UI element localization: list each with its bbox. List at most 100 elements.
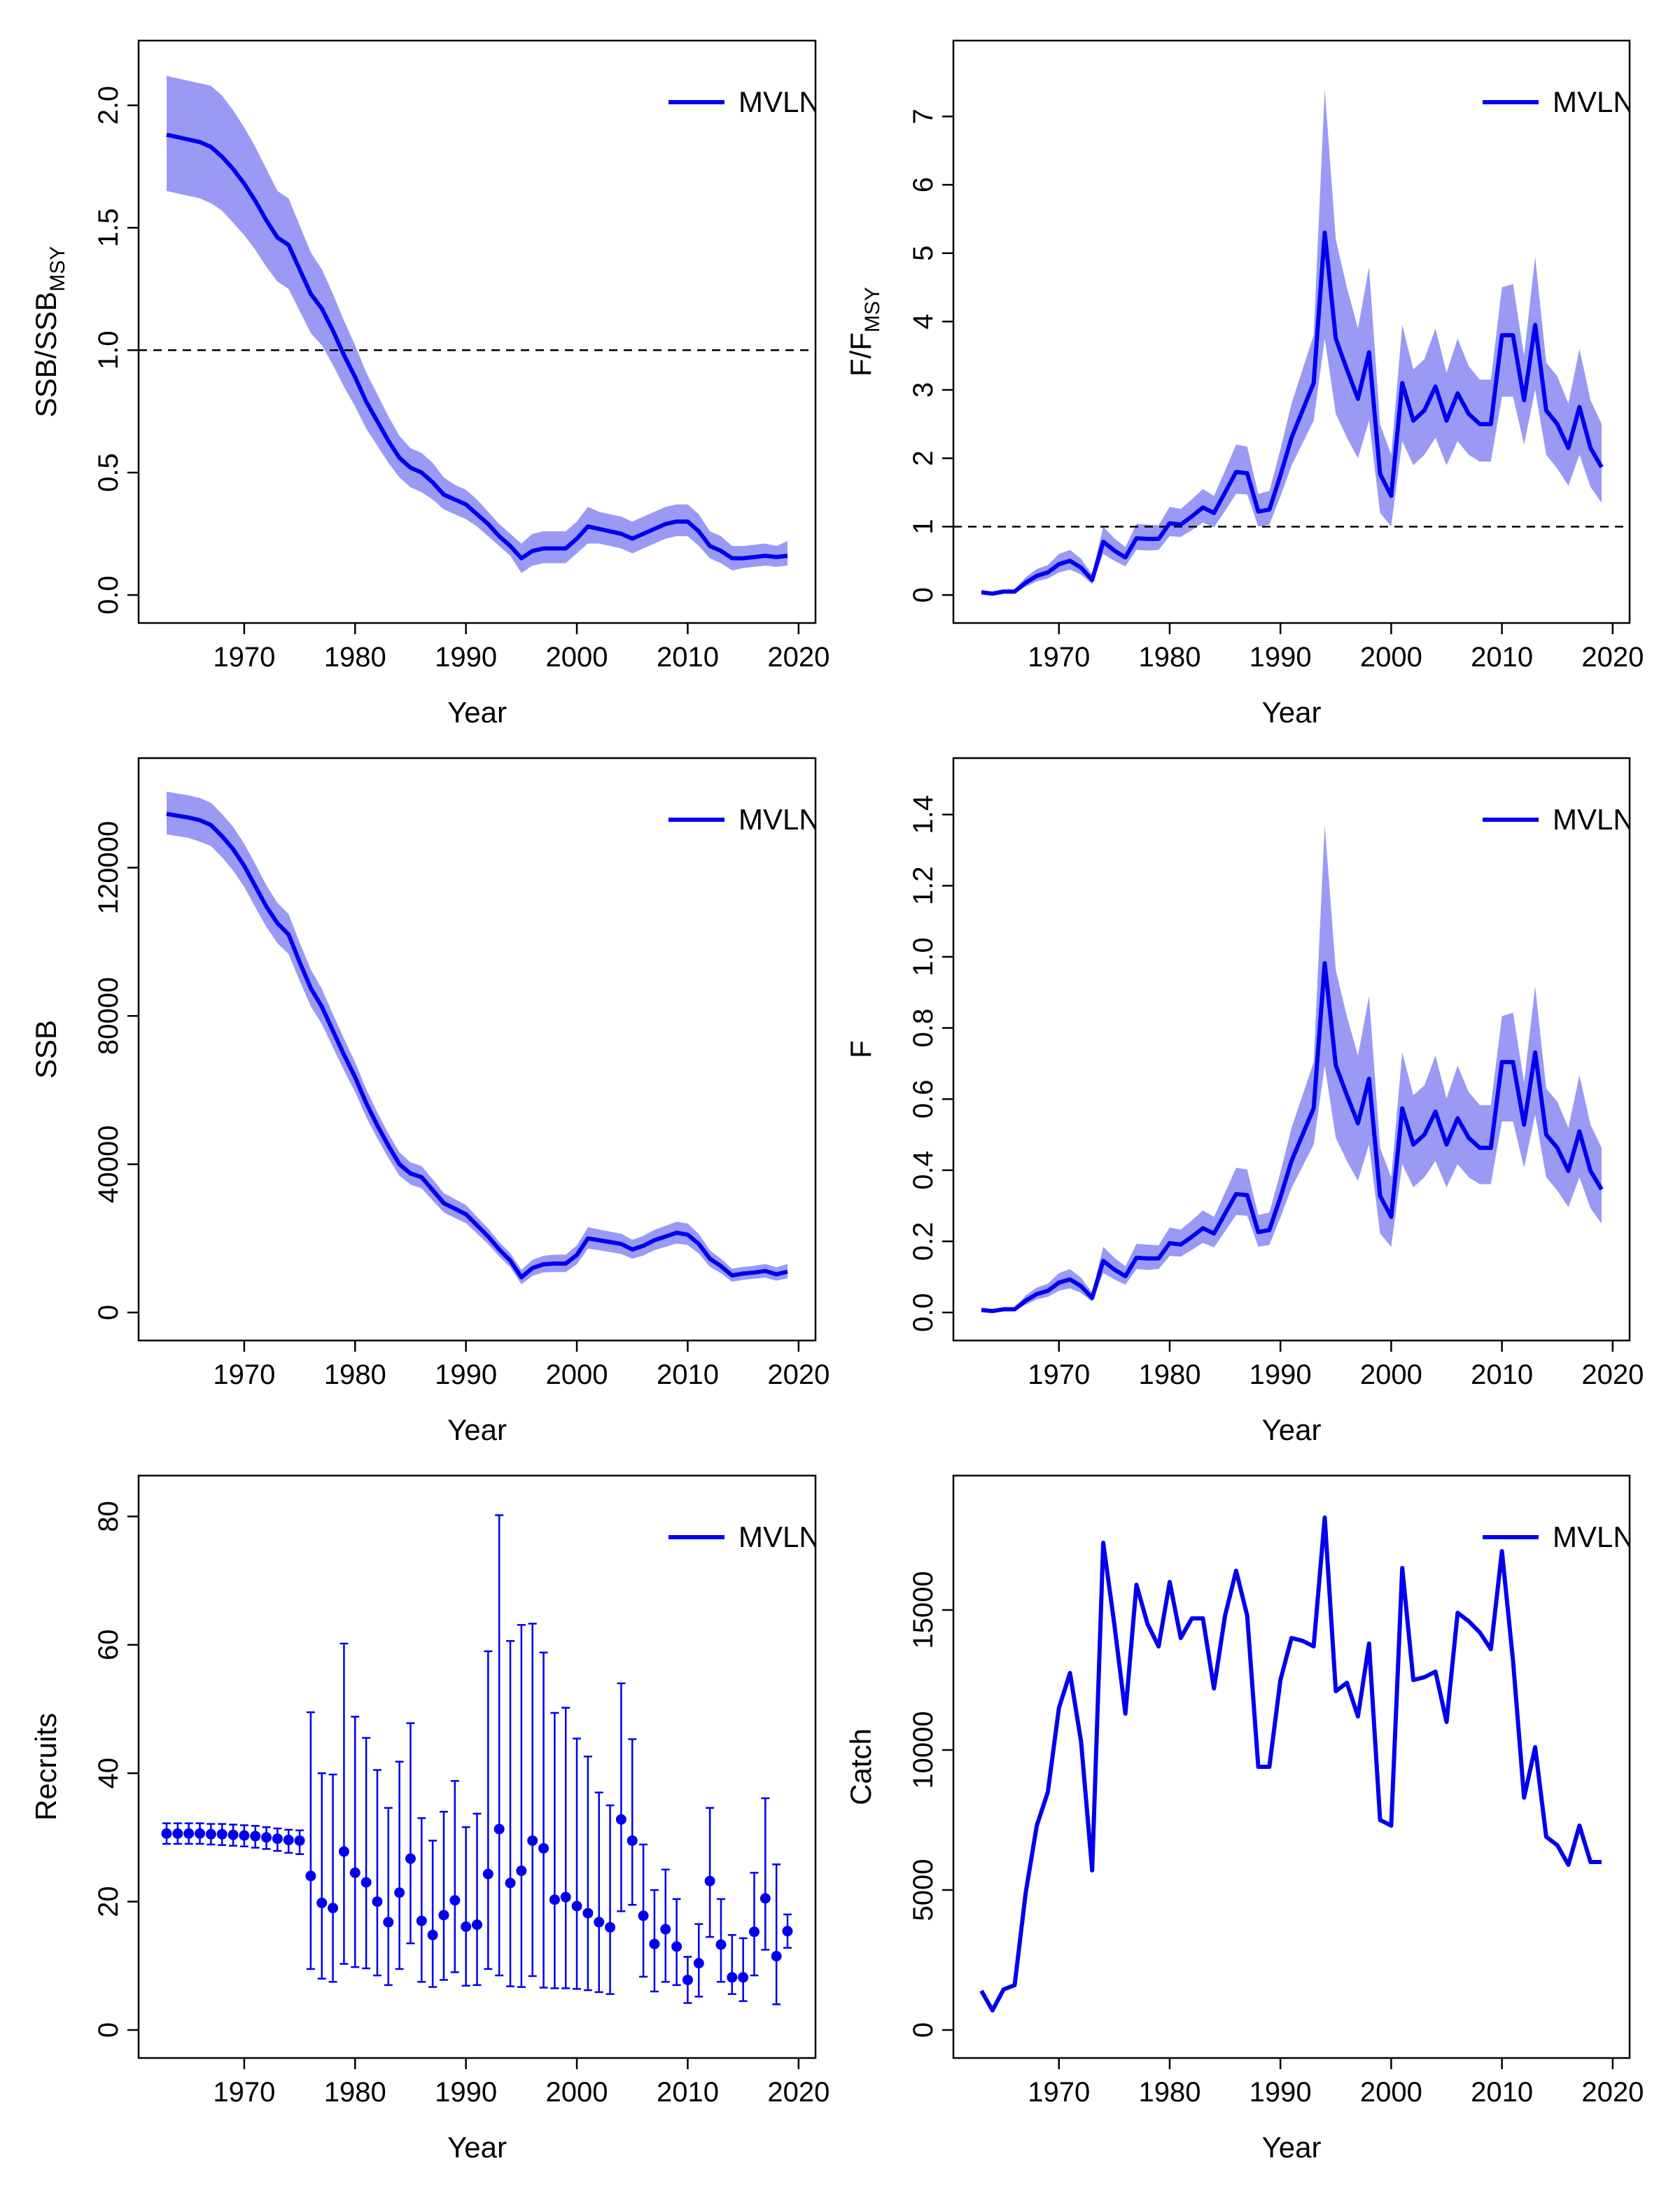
recruit-point: [250, 1825, 261, 1849]
x-tick-label: 1980: [1138, 642, 1200, 673]
data-point: [538, 1842, 550, 1854]
confidence-band: [167, 76, 788, 573]
data-point: [227, 1829, 239, 1840]
data-point: [516, 1865, 527, 1877]
recruit-point: [527, 1623, 538, 1977]
x-axis-label: Year: [1262, 2131, 1322, 2164]
y-tick-label: 0: [93, 2022, 124, 2038]
y-tick-label: 0: [93, 1305, 124, 1320]
y-axis-label-main: Recruits: [29, 1713, 62, 1821]
data-point: [461, 1921, 472, 1932]
x-axis-label: Year: [447, 2131, 507, 2164]
y-axis-label-main: F/F: [844, 332, 877, 377]
y-tick-label: 3: [908, 382, 939, 398]
panel-1: 1970 1980 1990 2000 2010 2020 0.0 0.5 1.0 1.5 2.0 Y…: [29, 39, 830, 729]
y-tick-label: 0.6: [908, 1079, 939, 1119]
recruit-point: [582, 1756, 594, 1991]
data-point: [738, 1972, 749, 1983]
data-point: [660, 1924, 671, 1935]
y-tick-label: 80: [93, 1501, 124, 1532]
y-tick-label: 40: [93, 1758, 124, 1789]
x-tick-label: 1970: [213, 1359, 275, 1390]
recruit-point: [649, 1889, 660, 1993]
y-tick-label: 0.8: [908, 1009, 939, 1048]
recruit-point: [305, 1711, 316, 1970]
recruit-point: [372, 1769, 383, 1977]
recruit-point: [472, 1812, 482, 1987]
x-axis-label: Year: [447, 1413, 507, 1446]
x-tick-label: 1970: [213, 2077, 275, 2108]
legend: MVLN: [1483, 85, 1630, 118]
series-line: [981, 230, 1604, 596]
y-tick-label: 1: [908, 519, 939, 534]
x-tick-label: 1980: [1138, 2077, 1200, 2108]
recruit-point: [349, 1716, 360, 1968]
data-point: [715, 1939, 727, 1950]
x-tick-label: 2010: [1471, 1359, 1533, 1390]
plot-frame: [952, 757, 1631, 1342]
y-tick-label: 40000: [93, 1126, 124, 1203]
data-point: [427, 1929, 438, 1940]
legend: MVLN: [668, 1520, 816, 1553]
data-point: [493, 1823, 505, 1835]
recruit-point: [715, 1898, 727, 1983]
data-point: [272, 1833, 283, 1844]
data-point: [560, 1891, 571, 1903]
y-tick-label: 20: [93, 1886, 124, 1917]
recruit-point: [738, 1937, 749, 2002]
x-tick-label: 2010: [657, 1359, 719, 1390]
x-tick-label: 1980: [324, 642, 386, 673]
data-point: [360, 1877, 372, 1888]
y-tick-label: 60: [93, 1630, 124, 1661]
data-point: [161, 1828, 172, 1839]
x-tick-label: 1990: [435, 1359, 497, 1390]
recruit-point: [195, 1822, 206, 1845]
panel-4: 1970 1980 1990 2000 2010 2020 0.0 0.2 0.4 0.6 0.8 1…: [844, 757, 1644, 1446]
data-point: [615, 1814, 626, 1825]
data-point: [239, 1830, 250, 1841]
recruit-point: [516, 1624, 527, 1988]
recruit-point: [505, 1640, 516, 1987]
y-tick-label: 5000: [908, 1859, 939, 1921]
recruit-point: [682, 1956, 693, 2004]
recruit-point: [704, 1807, 715, 1938]
y-tick-label: 120000: [93, 821, 124, 914]
recruit-point: [394, 1760, 405, 1970]
data-point: [527, 1835, 538, 1846]
data-point: [261, 1832, 272, 1843]
recruit-point: [760, 1797, 771, 1951]
legend-label: MVLN: [738, 85, 820, 118]
recruit-point: [782, 1913, 793, 1949]
recruit-point: [693, 1923, 704, 1998]
panel-6: 1970 1980 1990 2000 2010 2020 0 5000 10000 15000 Y…: [844, 1474, 1644, 2164]
recruit-point: [638, 1843, 649, 1978]
recruit-point: [416, 1817, 427, 1983]
series-line: [981, 961, 1604, 1313]
legend: MVLN: [668, 85, 820, 118]
x-tick-label: 1990: [1250, 1359, 1312, 1390]
data-point: [693, 1958, 704, 1969]
data-point: [505, 1877, 516, 1889]
data-point: [216, 1828, 227, 1840]
recruit-point: [227, 1823, 239, 1847]
x-tick-label: 1970: [1028, 1359, 1090, 1390]
x-tick-label: 1980: [1138, 1359, 1200, 1390]
x-tick-label: 1990: [1250, 2077, 1312, 2108]
plot-frame: [137, 757, 817, 1342]
y-tick-label: 80000: [93, 977, 124, 1055]
recruit-point: [449, 1779, 461, 1973]
y-tick-label: 7: [908, 108, 939, 124]
data-point: [172, 1828, 183, 1839]
legend: MVLN: [1483, 1520, 1630, 1553]
recruit-point: [283, 1828, 294, 1854]
recruit-point: [294, 1829, 305, 1855]
recruit-point: [338, 1642, 349, 1965]
y-tick-label: 15000: [908, 1571, 939, 1648]
y-axis-label-subscript: MSY: [861, 287, 884, 332]
y-axis-label-main: Catch: [844, 1728, 877, 1805]
panel-5: 1970 1980 1990 2000 2010 2020 0 20 40 60 80 Year Rec…: [29, 1474, 830, 2164]
y-tick-label: 0: [908, 2022, 939, 2038]
recruit-point: [493, 1514, 505, 1977]
recruit-point: [771, 1863, 782, 2005]
x-tick-label: 2000: [546, 2077, 608, 2108]
